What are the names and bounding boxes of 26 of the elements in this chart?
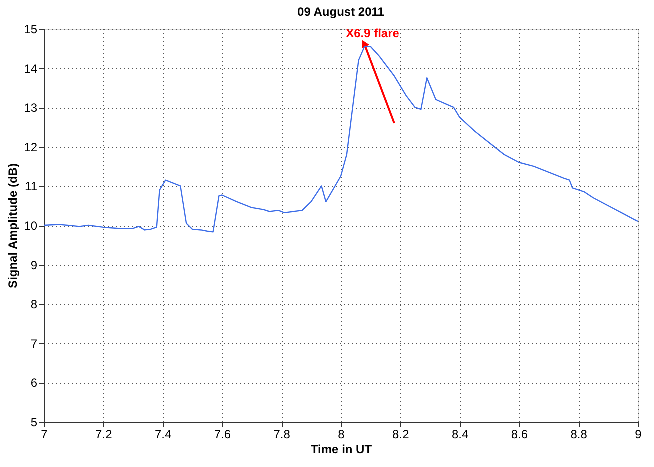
x-tick-label: 8.6: [511, 428, 528, 442]
y-tick-label: 11: [25, 180, 38, 194]
x-tick-label: 8.4: [452, 428, 469, 442]
chart-title: 09 August 2011: [298, 5, 385, 19]
y-tick-label: 10: [24, 219, 38, 233]
x-tick-label: 9: [635, 428, 642, 442]
y-tick-label: 8: [30, 298, 38, 312]
x-tick-label: 7.6: [214, 428, 232, 442]
y-tick-label: 9: [30, 258, 38, 272]
x-tick-label: 8: [338, 428, 346, 442]
x-tick-label: 8.8: [570, 428, 588, 442]
x-tick-label: 7: [41, 428, 48, 442]
x-tick-label: 7.2: [96, 428, 113, 442]
y-axis-title: Signal Amplitude (dB): [6, 164, 20, 288]
x-tick-label: 8.2: [392, 428, 410, 442]
annotation: X6.9 flare: [346, 26, 400, 41]
y-tick-label: 12: [24, 140, 38, 154]
y-tick-label: 13: [24, 101, 38, 116]
y-tick-label: 7: [30, 336, 38, 351]
y-tick-label: 5: [30, 416, 38, 430]
x-tick-label: 7.8: [274, 428, 291, 442]
x-axis-title: Time in UT: [310, 442, 373, 456]
x-tick-label: 7.4: [154, 428, 172, 442]
y-tick-label: 15: [24, 22, 38, 36]
y-tick-label: 6: [30, 376, 38, 390]
y-tick-label: 14: [24, 62, 38, 76]
